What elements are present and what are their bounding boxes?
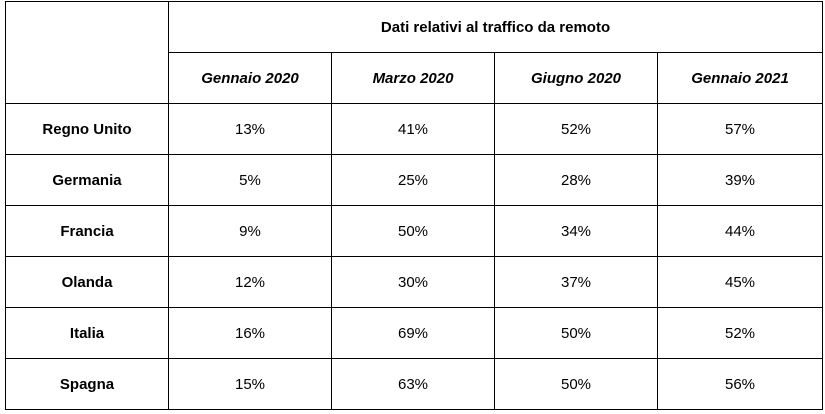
row-header: Regno Unito <box>5 103 169 155</box>
table-title: Dati relativi al traffico da remoto <box>167 1 824 53</box>
table-cell: 34% <box>494 205 658 257</box>
table-cell: 50% <box>331 205 495 257</box>
table-cell: 39% <box>656 154 824 206</box>
table-cell: 56% <box>656 358 824 410</box>
table-cell: 12% <box>168 256 332 308</box>
table-row: Italia 16% 69% 50% 52% <box>5 307 824 359</box>
table-cell: 5% <box>168 154 332 206</box>
table-cell: 30% <box>331 256 495 308</box>
table-cell: 50% <box>494 358 658 410</box>
table-row: Spagna 15% 63% 50% 56% <box>5 358 824 410</box>
table-cell: 15% <box>168 358 332 410</box>
table-cell: 52% <box>656 307 824 359</box>
row-header: Francia <box>5 205 169 257</box>
column-header: Marzo 2020 <box>331 52 495 104</box>
table-row: Regno Unito 13% 41% 52% 57% <box>5 103 824 155</box>
table-row: Francia 9% 50% 34% 44% <box>5 205 824 257</box>
table-cell: 9% <box>168 205 332 257</box>
row-header: Italia <box>5 307 169 359</box>
table-cell: 57% <box>656 103 824 155</box>
remote-traffic-table: Dati relativi al traffico da remoto Genn… <box>5 1 824 410</box>
table-cell: 28% <box>494 154 658 206</box>
table-row: Olanda 12% 30% 37% 45% <box>5 256 824 308</box>
table-cell: 45% <box>656 256 824 308</box>
table-cell: 41% <box>331 103 495 155</box>
corner-cell <box>5 1 169 104</box>
table-cell: 63% <box>331 358 495 410</box>
table-cell: 69% <box>331 307 495 359</box>
row-header: Germania <box>5 154 169 206</box>
table-row: Germania 5% 25% 28% 39% <box>5 154 824 206</box>
table-cell: 52% <box>494 103 658 155</box>
table-cell: 13% <box>168 103 332 155</box>
table-cell: 44% <box>656 205 824 257</box>
column-header: Giugno 2020 <box>494 52 658 104</box>
table-cell: 50% <box>494 307 658 359</box>
column-header: Gennaio 2020 <box>168 52 332 104</box>
row-header: Spagna <box>5 358 169 410</box>
row-header: Olanda <box>5 256 169 308</box>
table-cell: 25% <box>331 154 495 206</box>
column-header: Gennaio 2021 <box>656 52 824 104</box>
table-cell: 37% <box>494 256 658 308</box>
table-title-row: Dati relativi al traffico da remoto <box>5 1 824 104</box>
table-cell: 16% <box>168 307 332 359</box>
column-header-row: Gennaio 2020 Marzo 2020 Giugno 2020 Genn… <box>6 52 824 104</box>
